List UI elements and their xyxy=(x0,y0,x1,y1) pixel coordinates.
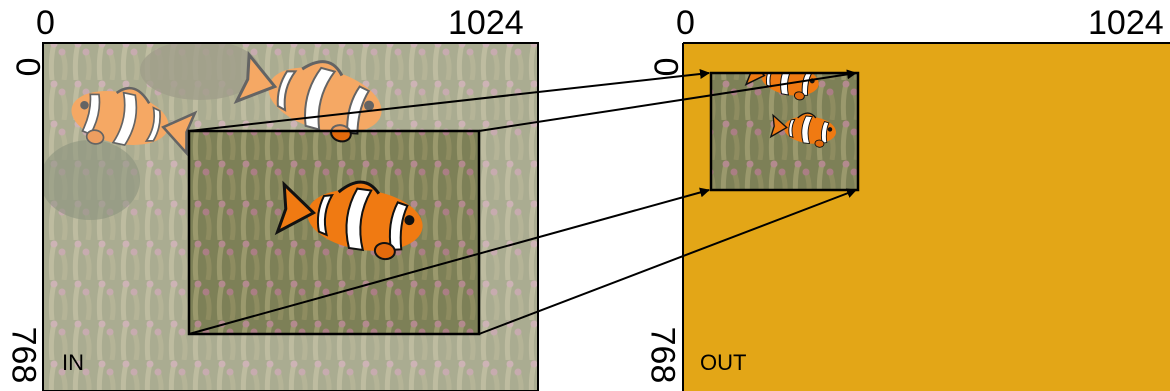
output-region xyxy=(709,71,860,192)
input-label: IN xyxy=(62,350,84,375)
output-label: OUT xyxy=(700,350,747,375)
in-x-axis-start-label: 0 xyxy=(36,4,55,42)
crop-region xyxy=(187,129,481,336)
arrow-top-right xyxy=(478,69,857,132)
input-image xyxy=(43,43,538,391)
arrow-bottom-left xyxy=(188,187,710,335)
arrow-bottom-right xyxy=(478,188,857,335)
out-x-axis-start-label: 0 xyxy=(676,4,695,42)
in-x-axis-end-label: 1024 xyxy=(448,4,524,42)
arrow-top-left xyxy=(188,69,710,132)
output-image xyxy=(711,73,858,190)
out-x-axis-end-label: 1024 xyxy=(1088,4,1164,42)
input-frame xyxy=(42,42,539,391)
